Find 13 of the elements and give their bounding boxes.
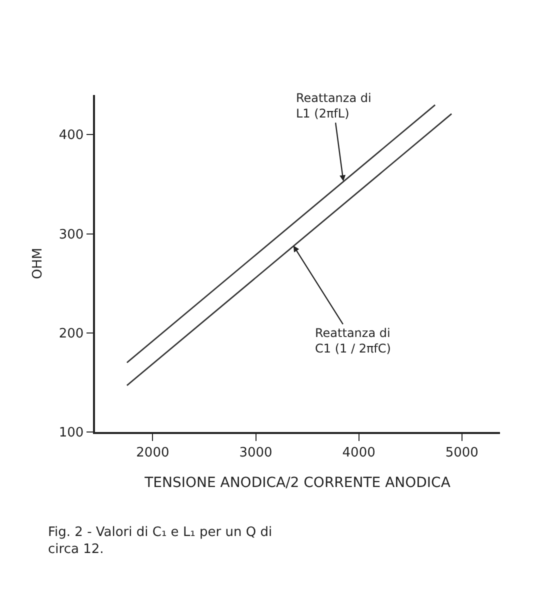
annotation: Reattanza di L1 (2πfL) <box>296 91 372 121</box>
y-tick-label: 300 <box>58 227 84 242</box>
y-tick-label: 400 <box>58 128 84 144</box>
x-tick-label: 4000 <box>342 445 376 460</box>
x-tick-label: 5000 <box>445 445 478 460</box>
caption: Fig. 2 - Valori di C₁ e L₁ per un Q di circa 12. <box>48 525 272 557</box>
y-axis-title: OHM <box>30 248 46 280</box>
x-tick-label: 3000 <box>239 445 272 460</box>
y-tick-label: 200 <box>58 326 84 342</box>
x-axis-title: TENSIONE ANODICA/2 CORRENTE ANODICA <box>144 475 451 492</box>
y-tick-label: 100 <box>58 426 84 441</box>
annotation: Reattanza di C1 (1 / 2πfC) <box>315 326 391 356</box>
x-tick-label: 2000 <box>136 445 170 460</box>
